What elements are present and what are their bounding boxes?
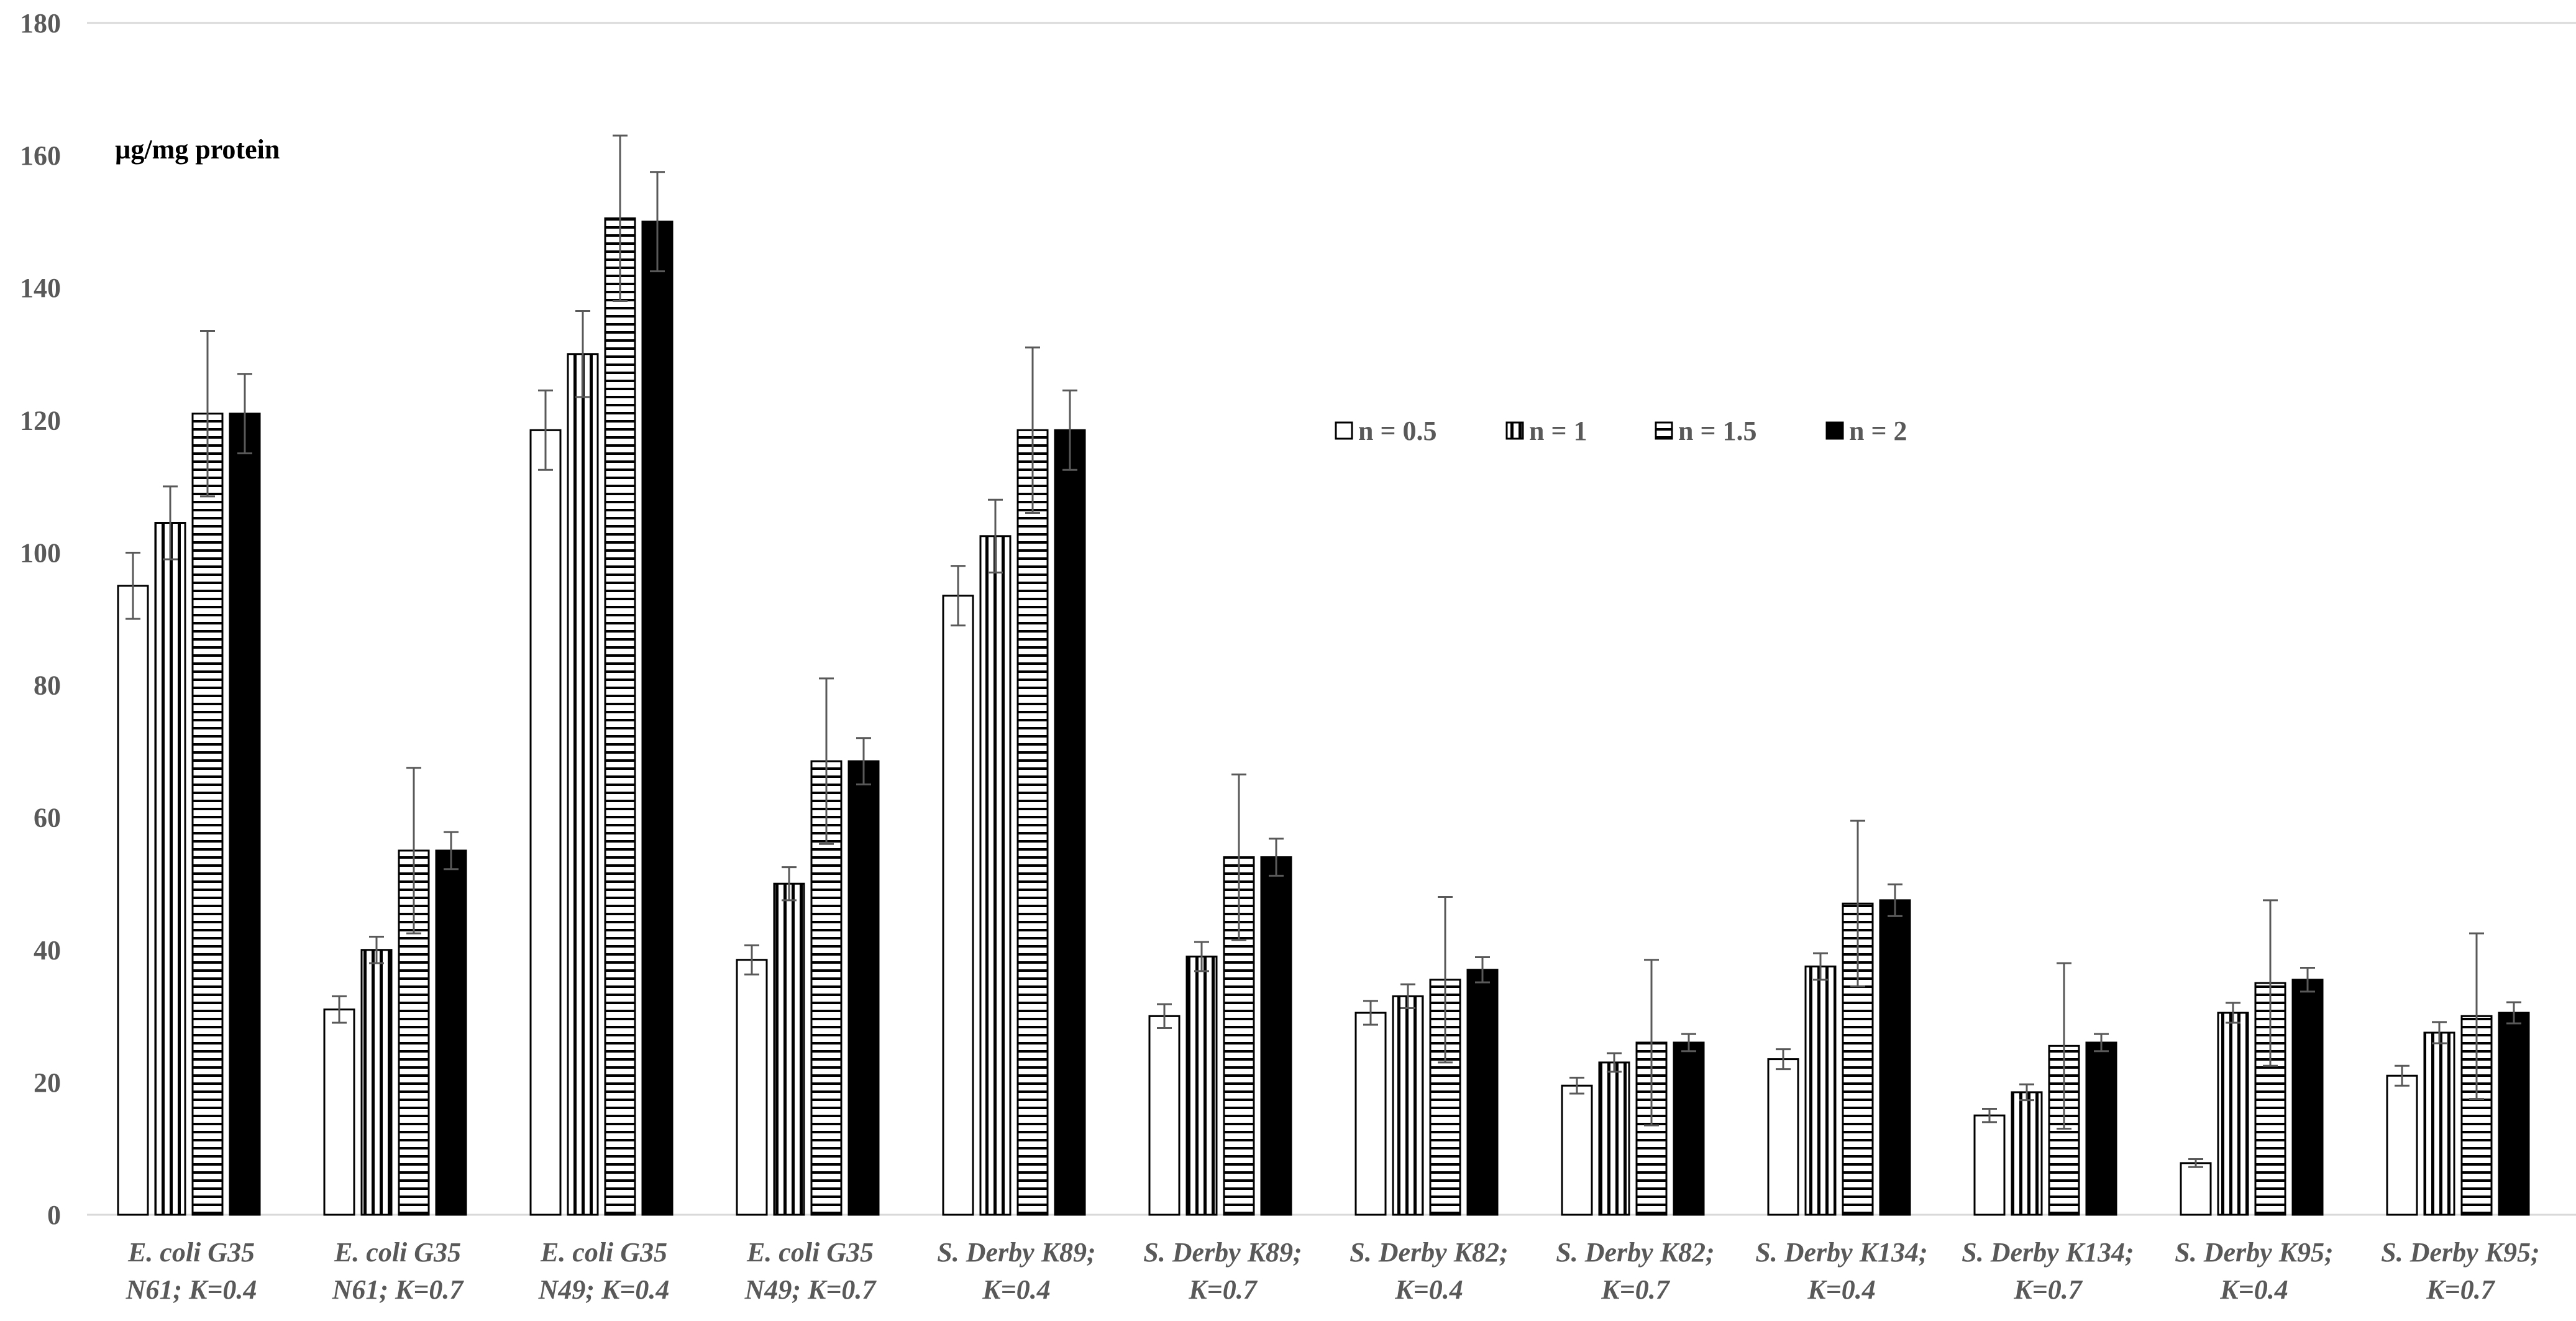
y-tick-label: 160 bbox=[20, 140, 61, 171]
legend-item: n = 1.5 bbox=[1656, 416, 1757, 446]
bar-vertical-10 bbox=[2218, 1013, 2248, 1215]
category-label: S. Derby K89; bbox=[1143, 1237, 1302, 1268]
bar-solid-7 bbox=[1674, 1043, 1704, 1215]
category-label: S. Derby K95; bbox=[2381, 1237, 2539, 1268]
legend-item: n = 2 bbox=[1827, 416, 1907, 446]
bar-vertical-2 bbox=[568, 354, 598, 1215]
bar-vertical-5 bbox=[1187, 956, 1217, 1215]
error-bars-layer bbox=[126, 135, 2521, 1167]
y-tick-label: 180 bbox=[20, 8, 61, 39]
bar-solid-8 bbox=[1880, 900, 1910, 1215]
bar-empty-1 bbox=[324, 1010, 354, 1215]
bar-empty-3 bbox=[737, 960, 767, 1215]
y-tick-label: 100 bbox=[20, 537, 61, 568]
bar-vertical-1 bbox=[362, 950, 391, 1215]
bar-horizontal-0 bbox=[193, 414, 222, 1215]
y-tick-label: 20 bbox=[34, 1067, 61, 1098]
category-label: S. Derby K89; bbox=[937, 1237, 1095, 1268]
bar-empty-4 bbox=[943, 596, 973, 1215]
legend-label: n = 1.5 bbox=[1678, 416, 1757, 446]
bar-empty-11 bbox=[2387, 1076, 2417, 1215]
bar-solid-5 bbox=[1261, 857, 1291, 1215]
bar-solid-3 bbox=[849, 761, 879, 1215]
category-label: E. coli G35 bbox=[746, 1237, 874, 1268]
bar-chart: 0 20 40 60 80 100 120 140 160 180 E. coli G35 N61;… bbox=[0, 0, 2576, 1318]
category-label: E. coli G35 bbox=[127, 1237, 255, 1268]
bar-solid-4 bbox=[1055, 430, 1085, 1215]
category-label: E. coli G35 bbox=[540, 1237, 667, 1268]
bar-vertical-7 bbox=[1599, 1063, 1629, 1215]
bar-vertical-3 bbox=[774, 884, 804, 1215]
category-label: S. Derby K134; bbox=[1962, 1237, 2134, 1268]
bar-solid-0 bbox=[230, 414, 260, 1215]
category-label: K=0.7 bbox=[1188, 1274, 1258, 1305]
legend-swatch bbox=[1656, 423, 1672, 439]
bar-solid-9 bbox=[2086, 1043, 2116, 1215]
bar-empty-2 bbox=[531, 430, 560, 1215]
bar-vertical-11 bbox=[2424, 1033, 2454, 1215]
category-label: N49; K=0.7 bbox=[744, 1274, 877, 1305]
bar-vertical-0 bbox=[155, 523, 185, 1215]
bar-vertical-8 bbox=[1806, 966, 1835, 1215]
category-label: K=0.4 bbox=[1394, 1274, 1463, 1305]
y-tick-label: 120 bbox=[20, 405, 61, 436]
bar-empty-5 bbox=[1149, 1016, 1179, 1215]
bar-solid-6 bbox=[1468, 970, 1497, 1215]
category-label: K=0.4 bbox=[982, 1274, 1050, 1305]
bar-solid-1 bbox=[436, 851, 466, 1215]
legend: n = 0.5 n = 1 n = 1.5 n = 2 bbox=[1336, 416, 1907, 446]
bar-empty-9 bbox=[1975, 1115, 2004, 1215]
bar-vertical-9 bbox=[2012, 1092, 2042, 1215]
category-label: S. Derby K82; bbox=[1556, 1237, 1714, 1268]
category-label: K=0.7 bbox=[1601, 1274, 1670, 1305]
bars-layer bbox=[118, 218, 2529, 1215]
y-tick-label: 80 bbox=[34, 670, 61, 701]
y-tick-label: 60 bbox=[34, 803, 61, 833]
category-label: K=0.7 bbox=[2013, 1274, 2083, 1305]
bar-horizontal-2 bbox=[605, 218, 635, 1215]
bar-solid-2 bbox=[642, 222, 672, 1215]
y-tick-label: 40 bbox=[34, 935, 61, 966]
category-label: S. Derby K82; bbox=[1350, 1237, 1508, 1268]
legend-item: n = 1 bbox=[1507, 416, 1587, 446]
category-label: K=0.4 bbox=[2219, 1274, 2288, 1305]
bar-empty-8 bbox=[1768, 1059, 1798, 1215]
legend-swatch bbox=[1336, 423, 1352, 439]
category-label: K=0.7 bbox=[2426, 1274, 2495, 1305]
category-label: K=0.4 bbox=[1807, 1274, 1875, 1305]
legend-label: n = 2 bbox=[1849, 416, 1907, 446]
bar-solid-11 bbox=[2499, 1013, 2529, 1215]
bar-horizontal-4 bbox=[1018, 430, 1048, 1215]
legend-item: n = 0.5 bbox=[1336, 416, 1437, 446]
y-tick-label: 140 bbox=[20, 273, 61, 303]
category-label: N61; K=0.4 bbox=[126, 1274, 257, 1305]
category-labels-layer: E. coli G35 N61; K=0.4 E. coli G35 N61; K=0… bbox=[126, 1237, 2540, 1305]
category-label: E. coli G35 bbox=[334, 1237, 461, 1268]
bar-empty-7 bbox=[1562, 1086, 1592, 1215]
chart-container: 0 20 40 60 80 100 120 140 160 180 E. coli G35 N61;… bbox=[0, 0, 2576, 1318]
category-label: N61; K=0.7 bbox=[332, 1274, 465, 1305]
legend-swatch bbox=[1507, 423, 1523, 439]
category-label: S. Derby K134; bbox=[1755, 1237, 1927, 1268]
legend-swatch bbox=[1827, 423, 1843, 439]
bar-empty-6 bbox=[1356, 1013, 1386, 1215]
bar-empty-0 bbox=[118, 586, 148, 1215]
y-axis-label: µg/mg protein bbox=[115, 134, 280, 165]
category-label: S. Derby K95; bbox=[2175, 1237, 2333, 1268]
y-tick-label: 0 bbox=[47, 1200, 61, 1230]
legend-label: n = 0.5 bbox=[1358, 416, 1437, 446]
bar-solid-10 bbox=[2293, 980, 2323, 1215]
bar-vertical-6 bbox=[1393, 996, 1423, 1215]
bar-vertical-4 bbox=[980, 536, 1010, 1215]
bar-empty-10 bbox=[2181, 1163, 2211, 1215]
legend-label: n = 1 bbox=[1529, 416, 1587, 446]
category-label: N49; K=0.4 bbox=[538, 1274, 670, 1305]
